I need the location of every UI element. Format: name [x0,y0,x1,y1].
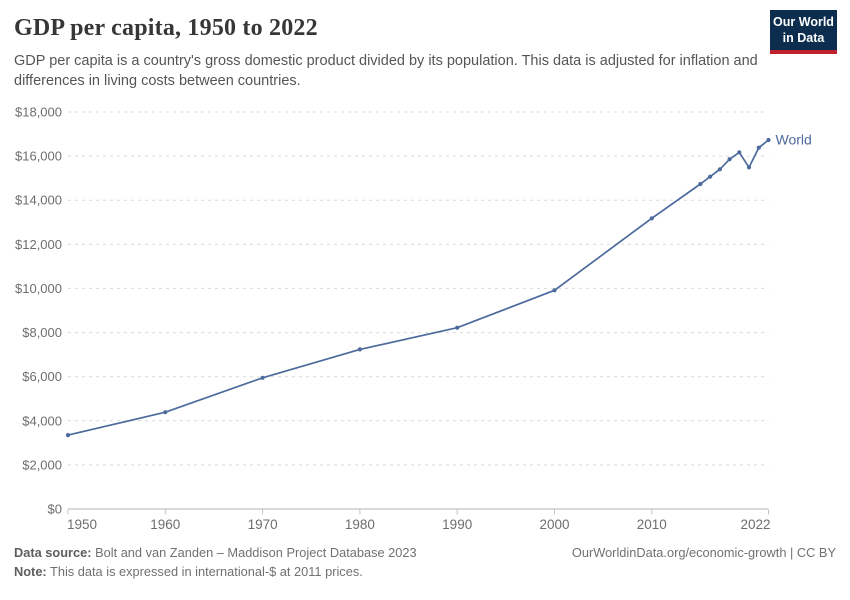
x-tick-label: 2000 [539,517,569,532]
data-point-1970[interactable] [260,375,265,380]
data-point-2000[interactable] [552,288,557,293]
x-tick-label: 2022 [740,517,770,532]
x-tick-label: 1960 [150,517,180,532]
y-tick-label: $8,000 [22,325,62,340]
page-title: GDP per capita, 1950 to 2022 [14,15,318,41]
series-label-world[interactable]: World [776,132,812,148]
data-point-1960[interactable] [163,410,168,415]
note-label: Note: [14,564,47,579]
data-point-2016[interactable] [708,174,713,179]
note-text: Note: This data is expressed in internat… [14,564,363,579]
owid-logo[interactable]: Our World in Data [770,10,837,54]
y-tick-label: $10,000 [15,281,62,296]
footer-source-row: Data source: Bolt and van Zanden – Maddi… [14,543,836,562]
x-tick-label: 2010 [637,517,667,532]
data-point-2020[interactable] [746,165,752,170]
x-tick-label: 1970 [248,517,278,532]
data-point-2015[interactable] [698,181,703,187]
y-tick-label: $18,000 [15,105,62,120]
data-point-2022[interactable] [766,137,771,143]
x-tick-label: 1980 [345,517,375,532]
x-tick-label: 1950 [67,517,97,532]
chart-footer: Data source: Bolt and van Zanden – Maddi… [14,543,836,581]
data-source-label: Data source: [14,545,92,560]
data-point-2017[interactable] [717,167,723,172]
data-source-value: Bolt and van Zanden – Maddison Project D… [91,545,417,560]
note-value: This data is expressed in international-… [46,564,363,579]
y-tick-label: $0 [48,502,62,517]
y-tick-label: $4,000 [22,413,62,428]
chart-subtitle: GDP per capita is a country's gross dome… [14,53,758,89]
data-point-2021[interactable] [756,145,761,150]
footer-note-row: Note: This data is expressed in internat… [14,562,836,581]
logo-line2: in Data [782,30,825,45]
logo-line1: Our World [773,15,834,29]
y-tick-label: $2,000 [22,457,62,472]
chart-canvas: $0 $2,000 $4,000 $6,000 $8,000 $10,000 $12,000… [15,105,812,533]
data-point-1980[interactable] [357,347,362,352]
y-tick-label: $6,000 [22,369,62,384]
data-point-2019[interactable] [737,150,742,155]
x-tick-label: 1990 [442,517,472,532]
y-tick-label: $12,000 [15,237,62,252]
data-point-2010[interactable] [649,216,654,221]
y-tick-label: $14,000 [15,193,62,208]
y-tick-label: $16,000 [15,149,62,164]
data-source-text: Data source: Bolt and van Zanden – Maddi… [14,543,417,562]
world-line [67,139,770,436]
data-point-1950[interactable] [65,433,71,438]
owid-link[interactable]: OurWorldinData.org/economic-growth | CC … [571,545,836,560]
data-point-1990[interactable] [455,325,460,330]
data-point-2018[interactable] [727,157,732,162]
